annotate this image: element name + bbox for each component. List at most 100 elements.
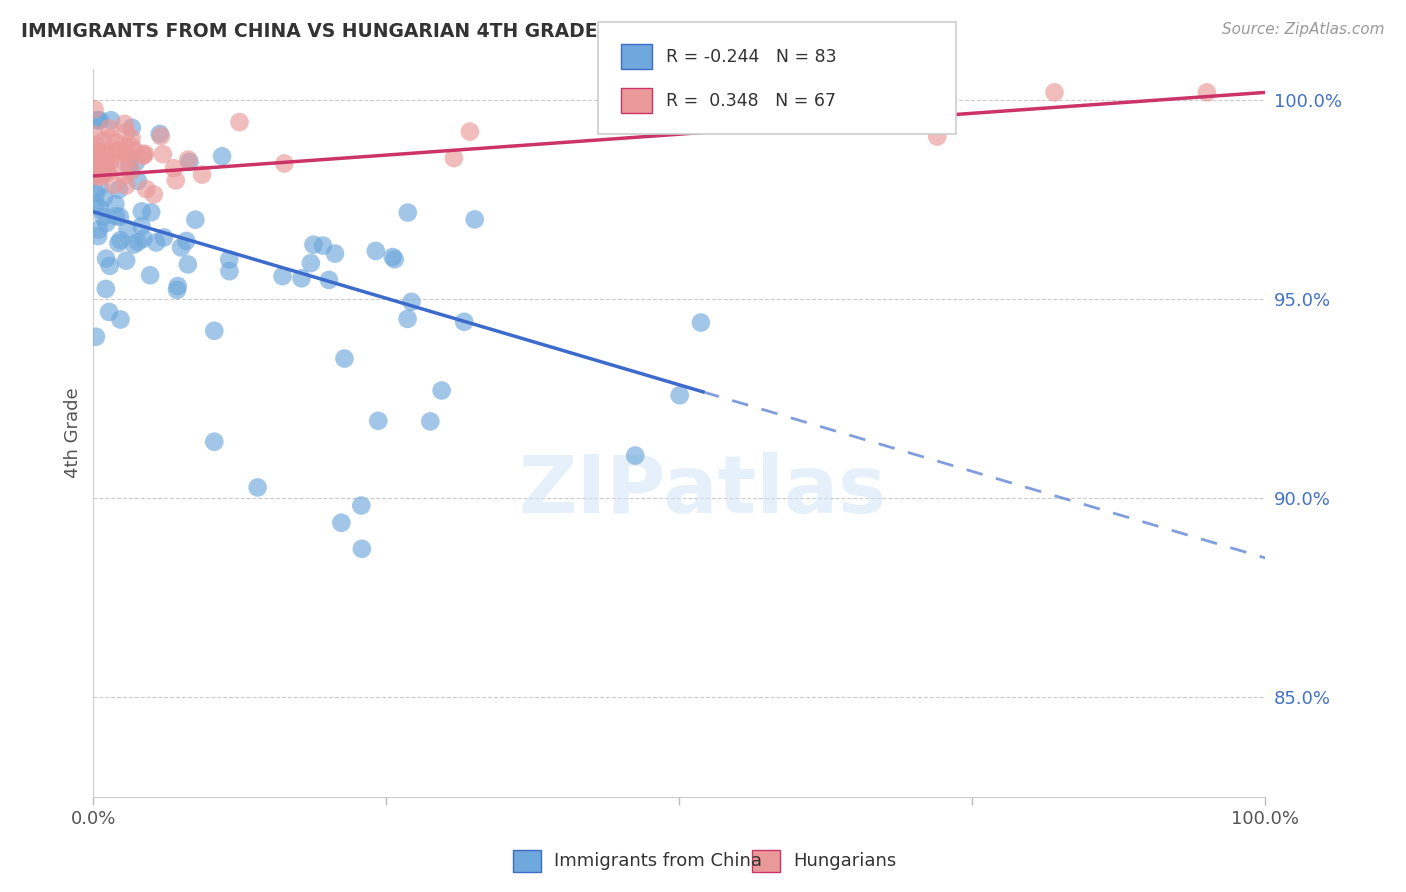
Point — [110, 312, 132, 326]
Point — [83, 169, 105, 183]
Point — [83, 149, 105, 163]
Point — [170, 240, 193, 254]
Point — [91, 161, 114, 176]
Point — [246, 480, 269, 494]
Point — [149, 127, 172, 141]
Point — [115, 140, 138, 154]
Point — [127, 235, 149, 249]
Point — [211, 149, 233, 163]
Point — [271, 269, 294, 284]
Point — [689, 316, 711, 330]
Point — [84, 196, 107, 211]
Point — [163, 161, 186, 176]
Point — [91, 154, 114, 169]
Y-axis label: 4th Grade: 4th Grade — [65, 387, 82, 478]
Point — [94, 154, 117, 169]
Point — [100, 131, 122, 145]
Point — [131, 219, 153, 233]
Text: R =  0.348   N = 67: R = 0.348 N = 67 — [666, 92, 837, 110]
Text: Source: ZipAtlas.com: Source: ZipAtlas.com — [1222, 22, 1385, 37]
Point — [174, 234, 197, 248]
Point — [104, 136, 127, 150]
Point — [381, 250, 404, 264]
Text: ZIPatlas: ZIPatlas — [519, 452, 887, 530]
Point — [401, 294, 423, 309]
Point — [91, 169, 114, 183]
Point — [844, 86, 866, 100]
Point — [89, 113, 111, 128]
Point — [228, 115, 250, 129]
Point — [98, 154, 121, 169]
Point — [94, 252, 117, 266]
Point — [90, 158, 112, 172]
Point — [112, 145, 135, 159]
Point — [86, 158, 108, 172]
Point — [121, 120, 143, 135]
Point — [125, 155, 148, 169]
Point — [218, 264, 240, 278]
Point — [727, 112, 749, 126]
Point — [89, 202, 111, 216]
Point — [141, 205, 163, 219]
Point — [121, 131, 143, 145]
Point — [1043, 86, 1066, 100]
Point — [94, 149, 117, 163]
Point — [93, 191, 115, 205]
Point — [103, 178, 125, 192]
Point — [89, 169, 111, 184]
Point — [104, 197, 127, 211]
Point — [86, 113, 108, 128]
Text: IMMIGRANTS FROM CHINA VS HUNGARIAN 4TH GRADE CORRELATION CHART: IMMIGRANTS FROM CHINA VS HUNGARIAN 4TH G… — [21, 22, 830, 41]
Point — [443, 151, 465, 165]
Point — [120, 163, 142, 178]
Point — [112, 169, 135, 183]
Point — [98, 121, 121, 136]
Point — [115, 125, 138, 139]
Point — [86, 145, 108, 160]
Point — [927, 129, 949, 144]
Point — [202, 324, 225, 338]
Point — [115, 253, 138, 268]
Point — [124, 144, 146, 158]
Point — [145, 235, 167, 250]
Point — [84, 138, 107, 153]
Point — [430, 384, 453, 398]
Point — [87, 223, 110, 237]
Point — [83, 102, 105, 116]
Point — [299, 256, 322, 270]
Point — [86, 143, 108, 157]
Point — [312, 238, 335, 252]
Point — [89, 179, 111, 194]
Point — [89, 151, 111, 165]
Point — [93, 210, 115, 224]
Point — [93, 145, 115, 160]
Point — [108, 210, 131, 224]
Point — [135, 182, 157, 196]
Point — [96, 165, 118, 179]
Point — [290, 271, 312, 285]
Point — [115, 178, 138, 193]
Point — [91, 134, 114, 148]
Point — [127, 174, 149, 188]
Point — [273, 156, 295, 170]
Point — [122, 237, 145, 252]
Point — [367, 414, 389, 428]
Point — [120, 139, 142, 153]
Point — [132, 231, 155, 245]
Point — [184, 212, 207, 227]
Point — [149, 129, 172, 144]
Point — [89, 157, 111, 171]
Point — [107, 236, 129, 251]
Point — [165, 173, 187, 187]
Point — [302, 237, 325, 252]
Point — [350, 541, 373, 556]
Point — [93, 158, 115, 172]
Point — [83, 128, 105, 142]
Point — [364, 244, 387, 258]
Point — [330, 516, 353, 530]
Point — [323, 246, 346, 260]
Point — [142, 187, 165, 202]
Point — [166, 283, 188, 297]
Point — [134, 146, 156, 161]
Point — [668, 388, 690, 402]
